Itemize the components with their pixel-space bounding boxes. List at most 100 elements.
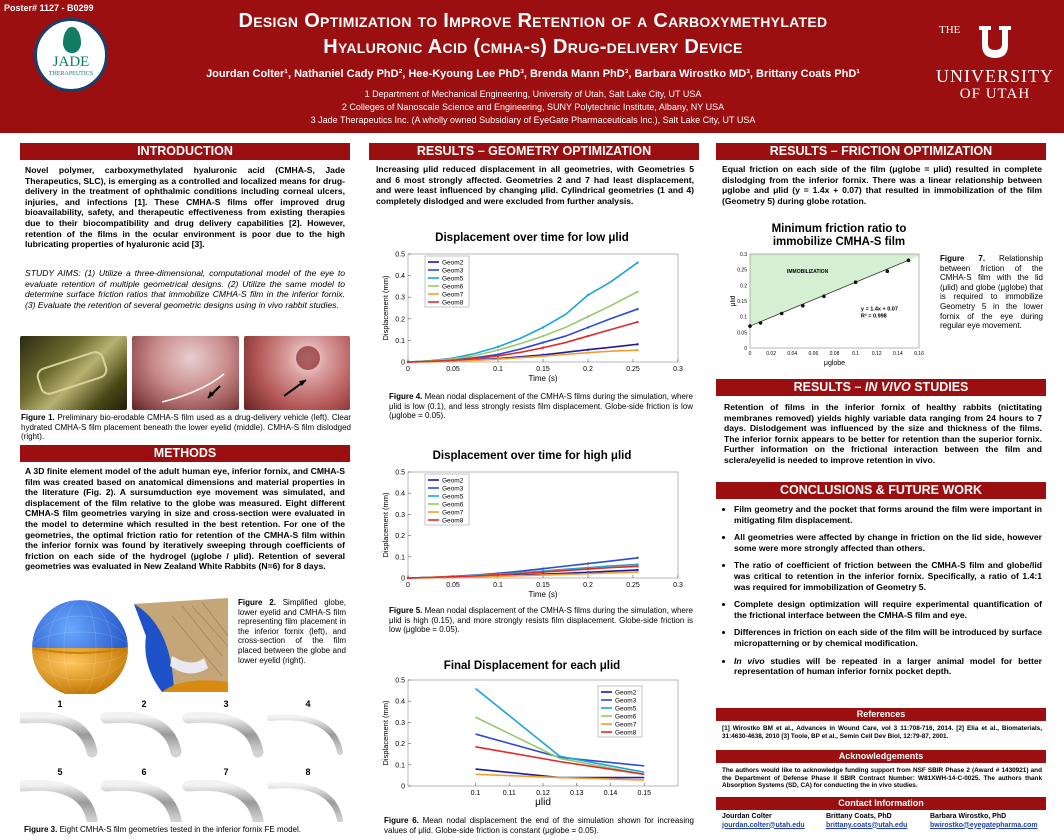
fig7-text: Relationship between friction of the CMH… [940, 254, 1043, 331]
film-geometry-shape [267, 714, 343, 755]
invivo-heading: RESULTS – IN VIVO STUDIES [716, 379, 1046, 396]
intro-text: Novel polymer, carboxymethylated hyaluro… [25, 165, 345, 250]
y-tick-label: 0.4 [395, 699, 405, 706]
data-point [758, 321, 763, 325]
data-point [885, 269, 890, 274]
methods-heading: METHODS [20, 445, 350, 462]
x-tick-label: 0.08 [830, 351, 840, 357]
film-geometry-shape [100, 779, 182, 826]
conclusions-list: Film geometry and the pocket that forms … [722, 504, 1042, 684]
references-heading: References [716, 708, 1046, 721]
data-point [586, 326, 590, 329]
conclusions-heading: CONCLUSIONS & FUTURE WORK [716, 482, 1046, 499]
data-point [541, 567, 545, 570]
legend-label: Geom5 [442, 275, 464, 282]
y-axis-label: Displacement (mm) [381, 275, 390, 341]
legend-label: Geom7 [442, 291, 464, 298]
x-tick-label: 0.12 [872, 351, 882, 357]
series-line-geom7 [475, 773, 645, 781]
figure-2-caption: Figure 2. Simplified globe, lower eyelid… [238, 598, 346, 665]
legend-box [597, 685, 643, 738]
data-point [586, 572, 590, 575]
contact-heading: Contact Information [716, 797, 1046, 810]
fig2-label: Figure 2. [238, 598, 276, 607]
geometry-number: 1 [57, 699, 62, 709]
y-tick-label: 0 [744, 346, 747, 352]
fig5-text: Mean nodal displacement of the CMHA-S fi… [389, 606, 693, 635]
affiliation-3: 3 Jade Therapeutics Inc. (A wholly owned… [310, 115, 756, 125]
y-tick-label: 0.2 [395, 316, 405, 323]
contact-name: Barbara Wirostko, PhD [930, 813, 1007, 820]
data-point [541, 354, 545, 358]
contact-email-link[interactable]: jourdan.colter@utah.edu [722, 821, 805, 829]
conclusion-item: In vivo studies will be repeated in a la… [734, 656, 1042, 677]
x-tick-label: 0.14 [604, 790, 618, 797]
data-point [541, 326, 545, 329]
x-axis-label: Time (s) [528, 590, 557, 599]
geometries-svg: 1 2 3 4 5 6 7 8 [16, 699, 343, 826]
contact-list: Jourdan Colter jourdan.colter@utah.edu Bri… [722, 813, 1046, 837]
trend-line [749, 259, 909, 327]
x-tick-label: 0.05 [446, 366, 460, 373]
x-tick-label: 0.1 [852, 351, 859, 357]
invivo-paragraph: Retention of films in the inferior forni… [724, 402, 1042, 465]
university-of-utah-logo: THE UNIVERSITY OF UTAH [935, 22, 1055, 103]
data-point [586, 293, 590, 297]
x-axis-label: μlid [535, 797, 551, 808]
film-geometry-shape [16, 711, 98, 758]
invivo-heading-c: STUDIES [910, 380, 969, 394]
contact-email-link[interactable]: brittany.coats@utah.edu [826, 821, 908, 829]
x-axis-label: μglobe [824, 360, 845, 367]
contact-email-link[interactable]: bwirostko@eyegatepharma.com [930, 821, 1038, 829]
uofu-line-1: UNIVERSITY [936, 66, 1054, 86]
references-text: [1] Wirostko BM et al., Advances in Woun… [722, 725, 1042, 740]
equation-label: y = 1.4x + 0.07 [861, 306, 898, 312]
methods-paragraph: A 3D finite element model of the adult h… [25, 466, 345, 572]
data-point [541, 341, 545, 344]
data-point [636, 261, 639, 264]
series-line-geom6 [407, 291, 638, 363]
data-point [636, 568, 639, 572]
series-line-geom8 [407, 565, 638, 579]
data-point [541, 570, 545, 574]
x-tick-label: 0.15 [637, 790, 651, 797]
fig5-title: Displacement over time for high μlid [432, 450, 632, 462]
poster-title: Design Optimization to Improve Retention… [128, 8, 938, 60]
geometry-number: 5 [57, 767, 62, 777]
y-tick-label: 0.1 [395, 554, 405, 561]
x-tick-label: 0.25 [626, 582, 640, 589]
y-tick-label: 0.2 [395, 741, 405, 748]
legend-label: Geom2 [442, 477, 464, 484]
affiliations: 1 Department of Mechanical Engineering, … [128, 88, 938, 127]
figure-1-caption: Figure 1. Preliminary bio-erodable CMHA-… [21, 413, 351, 442]
y-axis-label: Displacement (mm) [381, 492, 390, 558]
fig6-title: Final Displacement for each μlid [443, 660, 621, 672]
contact-name: Brittany Coats, PhD [826, 813, 892, 820]
conclusion-item: Film geometry and the pocket that forms … [734, 504, 1042, 525]
y-tick-label: 0.05 [737, 330, 747, 336]
x-tick-label: 0.2 [583, 582, 593, 589]
data-point [906, 258, 911, 263]
y-tick-label: 0.25 [737, 268, 747, 274]
uofu-line-2: OF UTAH [959, 86, 1031, 102]
legend-box [424, 255, 470, 308]
data-point [496, 348, 500, 352]
data-point [541, 334, 545, 338]
y-tick-label: 0.3 [395, 295, 405, 302]
contact-person: Brittany Coats, PhD brittany.coats@utah.e… [826, 813, 944, 830]
y-tick-label: 0.15 [737, 299, 747, 305]
jade-logo-text: JADE [52, 54, 90, 70]
x-tick-label: 0.02 [766, 351, 776, 357]
data-point [586, 315, 590, 318]
data-point [541, 346, 545, 349]
fig7-label: Figure 7. [940, 254, 986, 263]
region-label: IMMOBILIZATION [787, 269, 829, 275]
data-point [586, 351, 590, 354]
y-axis-label: μlid [730, 295, 737, 306]
data-point [586, 334, 590, 338]
x-tick-label: 0.13 [570, 790, 584, 797]
film-geometries-figure: 1 2 3 4 5 6 7 8 [16, 696, 350, 826]
data-point [586, 348, 590, 351]
y-tick-label: 0.4 [395, 273, 405, 280]
series-line-geom8 [407, 321, 638, 363]
